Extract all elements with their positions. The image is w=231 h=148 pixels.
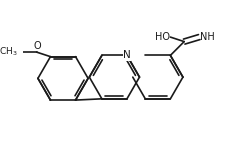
Text: HO: HO [154,32,169,42]
Text: NH: NH [199,32,214,42]
Text: O: O [33,41,41,51]
Text: CH$_3$: CH$_3$ [0,46,18,58]
Text: N: N [122,50,130,60]
